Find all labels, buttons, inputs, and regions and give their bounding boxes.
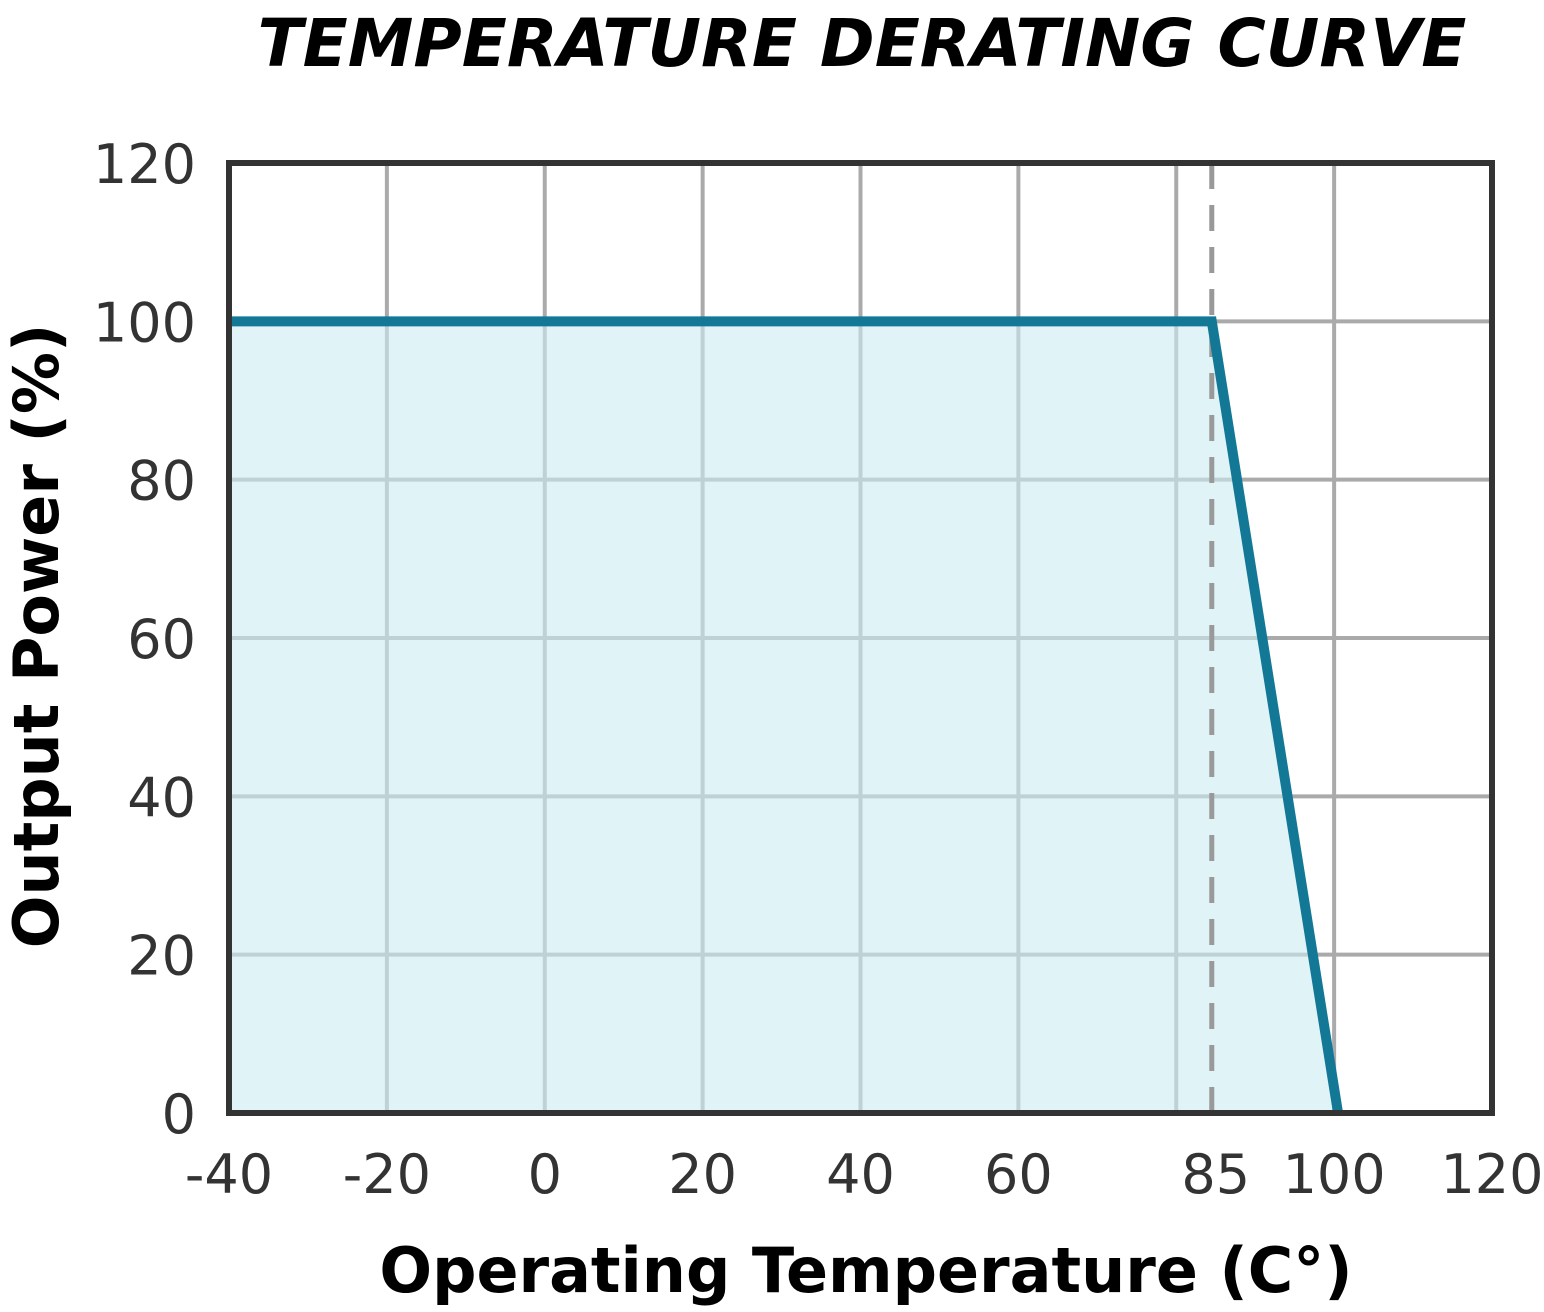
y-tick-label: 100 [93,291,196,354]
chart-title: TEMPERATURE DERATING CURVE [258,5,1467,82]
x-tick-label: -40 [185,1143,273,1206]
x-tick-label: 40 [826,1143,895,1206]
x-tick-label: 0 [528,1143,562,1206]
x-tick-label: 120 [1440,1143,1543,1206]
y-tick-label: 40 [127,766,196,829]
y-axis-label: Output Power (%) [0,324,73,949]
y-tick-label: 80 [127,450,196,513]
x-axis-label: Operating Temperature (C°) [379,1234,1352,1307]
y-tick-label: 120 [93,133,196,196]
x-tick-label: 60 [984,1143,1053,1206]
y-tick-labels: 0 20 40 60 80 100 120 [93,133,196,1146]
safe-operating-area [229,321,1339,1113]
x-tick-label: 100 [1283,1143,1386,1206]
y-tick-label: 0 [162,1083,196,1146]
y-tick-label: 60 [127,608,196,671]
x-tick-label: 20 [668,1143,737,1206]
plot-frame [226,160,1495,1116]
x-tick-label: 85 [1181,1143,1250,1206]
x-tick-labels: -40 -20 0 20 40 60 85 100 120 [185,1143,1544,1206]
derating-curve-line [229,316,1344,1114]
x-tick-label: -20 [343,1143,431,1206]
y-tick-label: 20 [127,925,196,988]
